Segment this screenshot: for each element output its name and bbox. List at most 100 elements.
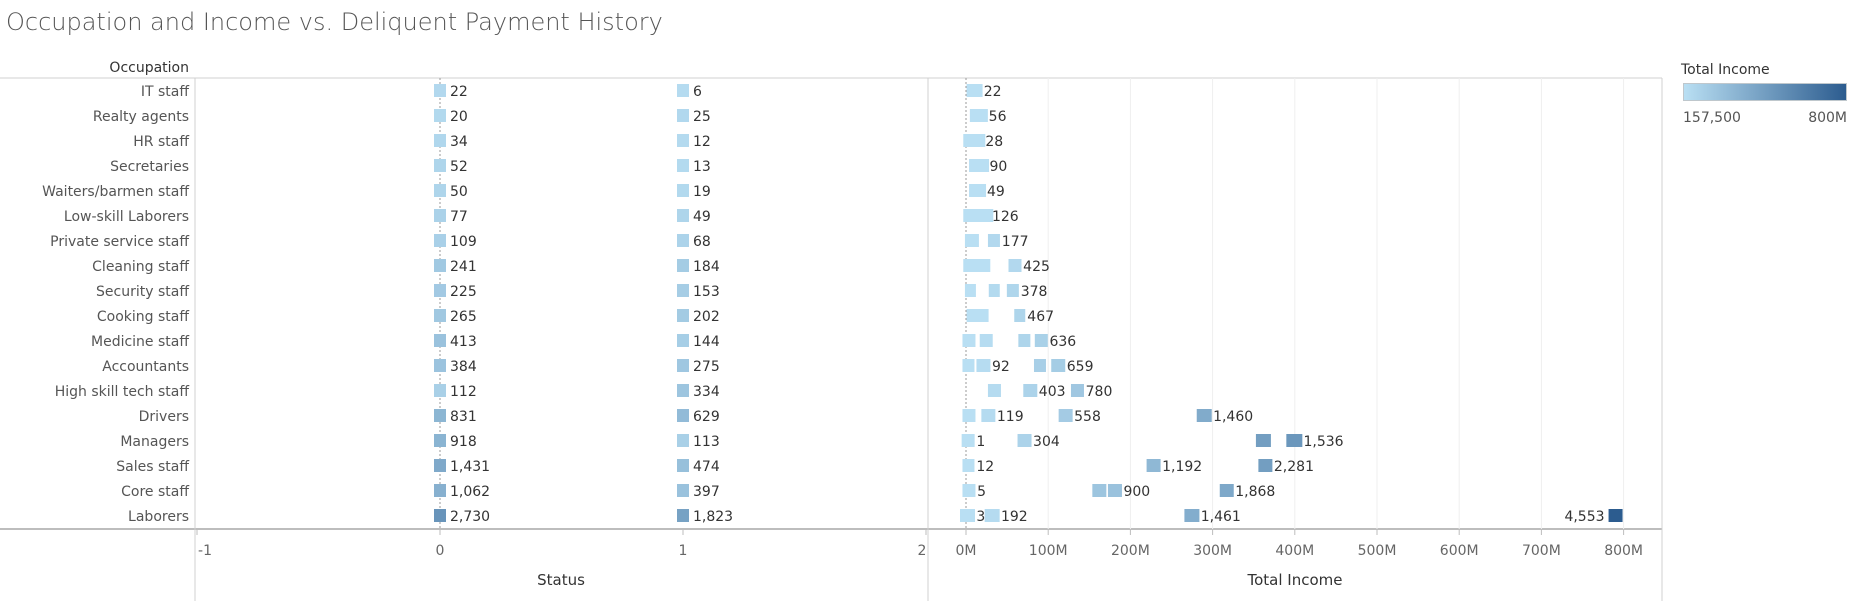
- income-tick-label: 800M: [1604, 543, 1643, 559]
- income-data-label: 126: [992, 209, 1019, 225]
- occupation-label: High skill tech staff: [55, 384, 190, 400]
- status-data-label: 265: [450, 309, 477, 325]
- income-mark: [966, 309, 989, 322]
- income-mark: [1070, 384, 1084, 397]
- income-mark: [988, 284, 1000, 297]
- status-data-label: 413: [450, 334, 477, 350]
- income-mark: [962, 459, 975, 472]
- status-data-label: 68: [693, 234, 711, 250]
- status-bar: [434, 259, 446, 272]
- income-data-label: 1,536: [1303, 434, 1343, 450]
- status-tick-label: 2: [918, 543, 927, 559]
- status-data-label: 34: [450, 134, 468, 150]
- status-bar: [677, 359, 689, 372]
- status-bar: [677, 109, 689, 122]
- income-mark: [976, 359, 991, 372]
- status-data-label: 1,823: [693, 509, 733, 525]
- income-mark: [1018, 334, 1031, 347]
- occupation-label: Laborers: [128, 509, 189, 525]
- income-data-label: 192: [1001, 509, 1028, 525]
- income-tick-label: 200M: [1111, 543, 1150, 559]
- status-bar: [434, 509, 446, 522]
- income-data-label: 49: [987, 184, 1005, 200]
- status-bar: [677, 384, 689, 397]
- status-data-label: 49: [693, 209, 711, 225]
- income-data-label: 378: [1021, 284, 1048, 300]
- color-legend-gradient: [1683, 83, 1847, 101]
- status-bar: [677, 209, 689, 222]
- income-mark: [962, 484, 976, 497]
- income-mark: [963, 259, 991, 272]
- status-data-label: 184: [693, 259, 720, 275]
- status-data-label: 202: [693, 309, 720, 325]
- status-bar: [677, 234, 689, 247]
- income-data-label: 304: [1033, 434, 1060, 450]
- income-tick-label: 500M: [1358, 543, 1397, 559]
- income-mark: [969, 109, 988, 122]
- income-data-label: 403: [1039, 384, 1066, 400]
- income-mark: [1033, 359, 1046, 372]
- occupation-label: Cooking staff: [97, 309, 189, 325]
- status-bar: [677, 259, 689, 272]
- status-bar: [434, 159, 446, 172]
- occupation-label: HR staff: [133, 134, 189, 150]
- income-data-label: 177: [1002, 234, 1029, 250]
- income-data-label: 1,868: [1235, 484, 1275, 500]
- status-data-label: 225: [450, 284, 477, 300]
- status-data-label: 109: [450, 234, 477, 250]
- income-mark: [1107, 484, 1122, 497]
- status-bar: [677, 159, 689, 172]
- status-data-label: 50: [450, 184, 468, 200]
- occupation-label: Managers: [120, 434, 189, 450]
- status-data-label: 918: [450, 434, 477, 450]
- occupation-label: Private service staff: [50, 234, 189, 250]
- income-mark: [963, 209, 994, 222]
- status-bar: [677, 334, 689, 347]
- income-mark: [1051, 359, 1066, 372]
- status-data-label: 25: [693, 109, 711, 125]
- status-bar: [434, 484, 446, 497]
- occupation-label: Drivers: [139, 409, 189, 425]
- legend-title: Total Income: [1681, 62, 1770, 78]
- income-data-label: 558: [1074, 409, 1101, 425]
- status-bar: [677, 184, 689, 197]
- status-data-label: 474: [693, 459, 720, 475]
- status-bar: [677, 484, 689, 497]
- occupation-label: Sales staff: [116, 459, 189, 475]
- income-mark: [1006, 284, 1019, 297]
- status-data-label: 1,062: [450, 484, 490, 500]
- income-mark: [981, 409, 996, 422]
- income-mark: [1092, 484, 1107, 497]
- occupation-header: Occupation: [109, 60, 189, 76]
- status-bar: [434, 334, 446, 347]
- occupation-label: Secretaries: [110, 159, 189, 175]
- status-data-label: 831: [450, 409, 477, 425]
- income-mark: [1286, 434, 1303, 447]
- status-data-label: 6: [693, 84, 702, 100]
- income-mark: [962, 409, 976, 422]
- income-mark: [1146, 459, 1161, 472]
- income-mark: [969, 184, 987, 197]
- status-bar: [434, 234, 446, 247]
- legend-min-label: 157,500: [1683, 110, 1741, 126]
- income-tick-label: 400M: [1275, 543, 1314, 559]
- page-title: Occupation and Income vs. Deliquent Paym…: [6, 8, 663, 36]
- income-data-label: 28: [985, 134, 1003, 150]
- status-bar: [677, 284, 689, 297]
- status-bar: [677, 309, 689, 322]
- status-data-label: 113: [693, 434, 720, 450]
- status-bar: [434, 409, 446, 422]
- income-tick-label: 600M: [1440, 543, 1479, 559]
- status-bar: [434, 109, 446, 122]
- occupation-label: Medicine staff: [91, 334, 189, 350]
- status-bar: [677, 409, 689, 422]
- income-data-label: 5: [977, 484, 986, 500]
- income-data-label: 1: [976, 434, 985, 450]
- income-data-label: 90: [989, 159, 1007, 175]
- status-tick-label: 1: [679, 543, 688, 559]
- status-bar: [434, 309, 446, 322]
- income-mark: [962, 334, 976, 347]
- income-data-label: 1,461: [1201, 509, 1241, 525]
- status-bar: [434, 209, 446, 222]
- status-bar: [434, 284, 446, 297]
